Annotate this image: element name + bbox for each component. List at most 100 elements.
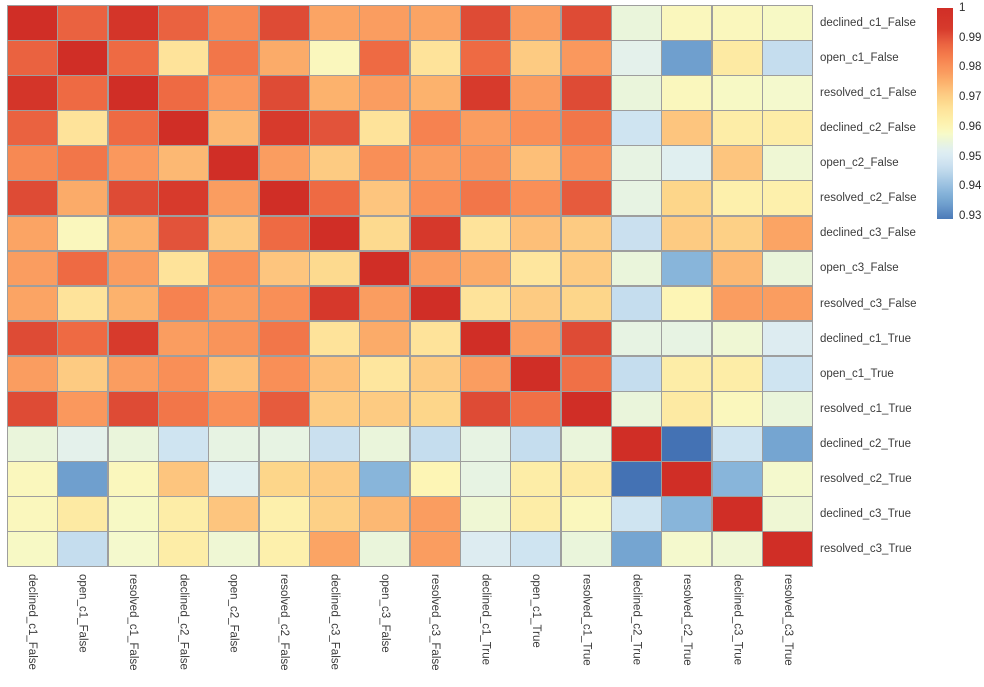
heatmap-cell [561, 286, 611, 321]
heatmap-cell [209, 181, 259, 216]
heatmap-cell [662, 462, 712, 496]
heatmap-cell [8, 146, 57, 180]
heatmap-cell [8, 427, 57, 461]
x-axis-label: resolved_c2_True [681, 574, 694, 666]
heatmap-cell [561, 497, 611, 531]
heatmap-cell [612, 356, 661, 391]
heatmap-cell [310, 181, 359, 216]
heatmap-cell [360, 321, 410, 356]
heatmap-cell [58, 216, 108, 251]
heatmap-cell [410, 251, 460, 286]
heatmap-cell [8, 356, 57, 391]
x-axis-label: resolved_c3_False [429, 574, 442, 671]
heatmap-cell [511, 111, 561, 145]
heatmap-cell [410, 111, 460, 145]
heatmap-cell [58, 6, 108, 40]
heatmap-cell [310, 497, 359, 531]
heatmap-cell [561, 146, 611, 180]
heatmap-cell [209, 111, 259, 145]
heatmap-cell [58, 251, 108, 286]
y-axis-label: declined_c1_True [820, 332, 911, 345]
heatmap-cell [511, 392, 561, 426]
heatmap-cell [712, 497, 762, 531]
heatmap-cell [58, 111, 108, 145]
x-axis-label: resolved_c3_True [781, 574, 794, 666]
heatmap-cell [159, 181, 208, 216]
heatmap-cell [410, 216, 460, 251]
heatmap-cell [8, 216, 57, 251]
heatmap-cell [159, 251, 208, 286]
heatmap-cell [511, 321, 561, 356]
heatmap-cell [360, 111, 410, 145]
heatmap-cell [461, 146, 510, 180]
heatmap-cell [58, 497, 108, 531]
heatmap-cell [58, 427, 108, 461]
heatmap-cell [410, 146, 460, 180]
heatmap-cell [209, 146, 259, 180]
heatmap-cell [662, 497, 712, 531]
heatmap-cell [712, 321, 762, 356]
heatmap-cell [58, 146, 108, 180]
x-axis-label: declined_c1_False [26, 574, 39, 670]
heatmap-cell [58, 321, 108, 356]
heatmap-cell [410, 356, 460, 391]
heatmap-cell [259, 462, 309, 496]
heatmap-cell [461, 532, 510, 566]
heatmap-cell [662, 356, 712, 391]
heatmap-cell [360, 462, 410, 496]
heatmap-cell [259, 76, 309, 110]
heatmap-cell [259, 321, 309, 356]
heatmap-cell [612, 146, 661, 180]
heatmap-cell [461, 286, 510, 321]
heatmap-cell [410, 286, 460, 321]
heatmap-cell [58, 76, 108, 110]
heatmap-cell [108, 41, 158, 75]
heatmap-cell [461, 356, 510, 391]
heatmap-cell [209, 532, 259, 566]
y-axis-label: open_c2_False [820, 157, 899, 170]
heatmap-cell [8, 251, 57, 286]
heatmap-cell [310, 532, 359, 566]
heatmap-cell [511, 251, 561, 286]
x-axis-label: declined_c2_True [630, 574, 643, 665]
heatmap-cell [712, 427, 762, 461]
heatmap-cell [58, 392, 108, 426]
heatmap-cell [259, 6, 309, 40]
x-axis-label: open_c1_False [76, 574, 89, 653]
heatmap-cell [209, 497, 259, 531]
heatmap-cell [360, 251, 410, 286]
heatmap-cell [763, 427, 812, 461]
heatmap-cell [360, 497, 410, 531]
heatmap-cell [8, 41, 57, 75]
heatmap-cell [159, 356, 208, 391]
heatmap-cell [561, 356, 611, 391]
heatmap-cell [461, 462, 510, 496]
y-axis-label: declined_c2_True [820, 438, 911, 451]
heatmap-cell [612, 532, 661, 566]
heatmap-cell [763, 181, 812, 216]
heatmap-cell [712, 111, 762, 145]
heatmap-cell [108, 392, 158, 426]
y-axis-label: declined_c2_False [820, 121, 916, 134]
heatmap-cell [461, 392, 510, 426]
heatmap-cell [561, 462, 611, 496]
heatmap-cell [712, 146, 762, 180]
heatmap-cell [310, 427, 359, 461]
heatmap-cell [259, 216, 309, 251]
heatmap-cell [209, 321, 259, 356]
heatmap-cell [410, 462, 460, 496]
heatmap-cell [108, 462, 158, 496]
heatmap-cell [511, 532, 561, 566]
heatmap-cell [8, 111, 57, 145]
heatmap-cell [310, 146, 359, 180]
heatmap-cell [410, 6, 460, 40]
heatmap-cell [561, 41, 611, 75]
heatmap-cell [108, 6, 158, 40]
heatmap-cell [159, 497, 208, 531]
heatmap-cell [360, 427, 410, 461]
heatmap-cell [662, 392, 712, 426]
heatmap-cell [108, 497, 158, 531]
x-axis-label: declined_c2_False [177, 574, 190, 670]
heatmap-cell [8, 181, 57, 216]
